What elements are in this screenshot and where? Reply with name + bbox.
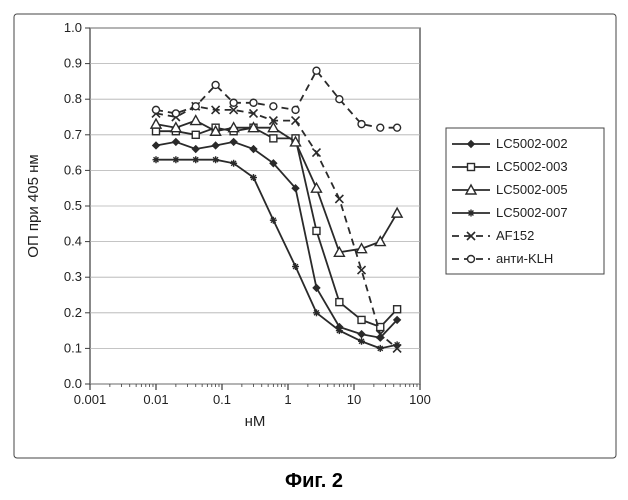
marker-circle-icon (336, 96, 343, 103)
marker-square-icon (192, 131, 199, 138)
y-tick-label: 0.3 (64, 269, 82, 284)
x-tick-label: 1 (284, 392, 291, 407)
marker-circle-icon (250, 99, 257, 106)
marker-square-icon (336, 299, 343, 306)
marker-circle-icon (468, 256, 475, 263)
marker-square-icon (358, 316, 365, 323)
legend-label: анти-KLH (496, 251, 553, 266)
marker-circle-icon (172, 110, 179, 117)
y-tick-label: 0.7 (64, 127, 82, 142)
x-axis-label: нМ (245, 413, 266, 430)
legend: LC5002-002 LC5002-003 LC5002-005 LC5002-007… (446, 128, 604, 274)
y-tick-label: 0.1 (64, 340, 82, 355)
x-tick-label: 0.01 (143, 392, 168, 407)
marker-square-icon (270, 135, 277, 142)
legend-label: AF152 (496, 228, 534, 243)
legend-label: LC5002-003 (496, 159, 568, 174)
x-tick-label: 100 (409, 392, 431, 407)
figure-caption: Фиг. 2 (0, 470, 628, 493)
marker-circle-icon (394, 124, 401, 131)
marker-circle-icon (313, 67, 320, 74)
marker-square-icon (394, 306, 401, 313)
marker-circle-icon (270, 103, 277, 110)
marker-circle-icon (230, 99, 237, 106)
marker-circle-icon (153, 106, 160, 113)
y-tick-label: 0.8 (64, 91, 82, 106)
legend-label: LC5002-005 (496, 182, 568, 197)
x-tick-label: 0.001 (74, 392, 107, 407)
legend-label: LC5002-007 (496, 205, 568, 220)
marker-circle-icon (377, 124, 384, 131)
x-tick-label: 10 (347, 392, 361, 407)
y-tick-label: 0.2 (64, 305, 82, 320)
y-tick-label: 0.5 (64, 198, 82, 213)
y-tick-label: 0.9 (64, 56, 82, 71)
x-tick-label: 0.1 (213, 392, 231, 407)
y-axis-label: ОП при 405 нм (25, 154, 42, 257)
marker-circle-icon (358, 121, 365, 128)
y-tick-label: 0.6 (64, 162, 82, 177)
y-tick-label: 0.4 (64, 234, 82, 249)
marker-square-icon (468, 164, 475, 171)
legend-label: LC5002-002 (496, 136, 568, 151)
y-tick-label: 1.0 (64, 20, 82, 35)
marker-circle-icon (212, 81, 219, 88)
marker-circle-icon (292, 106, 299, 113)
marker-square-icon (313, 227, 320, 234)
y-tick-label: 0.0 (64, 376, 82, 391)
marker-circle-icon (192, 103, 199, 110)
